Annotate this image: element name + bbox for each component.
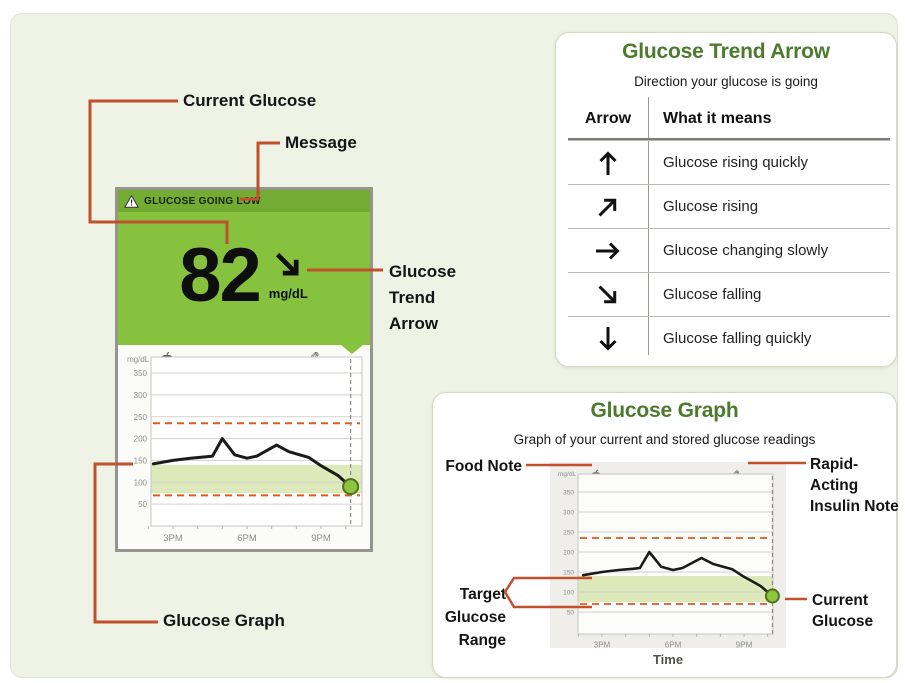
svg-text:3PM: 3PM	[163, 533, 183, 544]
trend-panel-subtitle: Direction your glucose is going	[634, 74, 818, 89]
trend-arrow-meaning: Glucose falling quickly	[663, 330, 812, 347]
rapid-acting-insulin-note-callout: Rapid-Acting Insulin Note	[810, 456, 899, 515]
trend-table-row: Glucose rising quickly	[568, 140, 890, 184]
trend-arrow-down-icon	[568, 322, 648, 356]
mini-glucose-graph: 50 100 150 200 250 300 350 3PM 6PM 9PM	[563, 473, 780, 649]
current-glucose-point-callout: Current Glucose	[812, 592, 874, 630]
trend-arrow-callout: Glucose Trend Arrow	[389, 262, 457, 333]
device-alert-bar: ! GLUCOSE GOING LOW	[118, 190, 370, 212]
trend-table-row: Glucose rising	[568, 184, 890, 228]
trend-arrow-meaning: Glucose falling	[663, 286, 762, 303]
trend-table-row: Glucose falling	[568, 272, 890, 316]
trend-arrow-table: Arrow What it means Glucose rising quick…	[568, 100, 890, 360]
glucose-trend-arrow-icon	[267, 244, 309, 286]
message-callout: Message	[285, 133, 357, 152]
graph-panel-subtitle: Graph of your current and stored glucose…	[513, 432, 816, 447]
svg-text:6PM: 6PM	[665, 641, 682, 649]
svg-text:100: 100	[134, 478, 148, 487]
svg-text:9PM: 9PM	[736, 641, 753, 649]
svg-text:6PM: 6PM	[237, 533, 257, 544]
target-glucose-range-callout: Target Glucose Range	[444, 586, 506, 649]
glucose-unit: mg/dL	[268, 286, 308, 301]
graph-panel-title: Glucose Graph	[590, 399, 739, 422]
svg-text:350: 350	[134, 369, 148, 378]
device-glucose-graph: 50 100 150 200 250 300 350 3PM 6PM 9PM	[134, 356, 363, 544]
svg-text:9PM: 9PM	[311, 533, 331, 544]
svg-text:250: 250	[134, 413, 148, 422]
arrow-column-header: Arrow	[584, 110, 632, 127]
device-graph-unit-label: mg/dL	[127, 355, 150, 364]
svg-text:50: 50	[567, 609, 575, 616]
meaning-column-header: What it means	[663, 110, 772, 127]
svg-text:200: 200	[563, 549, 574, 556]
trend-table-row: Glucose falling quickly	[568, 316, 890, 360]
table-column-divider	[648, 97, 649, 355]
alert-message: GLUCOSE GOING LOW	[144, 195, 261, 207]
trend-arrow-up-icon	[568, 146, 648, 180]
svg-text:100: 100	[563, 589, 574, 596]
trend-arrow-meaning: Glucose changing slowly	[663, 242, 829, 259]
trend-table-row: Glucose changing slowly	[568, 228, 890, 272]
table-header-row: Arrow What it means	[568, 100, 890, 140]
svg-text:200: 200	[134, 435, 148, 444]
current-time-pointer	[341, 345, 363, 354]
trend-arrow-up-right-icon	[568, 190, 648, 224]
warning-triangle-icon: !	[124, 194, 139, 208]
svg-text:3PM: 3PM	[594, 641, 611, 649]
trend-arrow-down-right-icon	[568, 278, 648, 312]
svg-text:300: 300	[563, 509, 574, 516]
trend-arrow-meaning: Glucose rising	[663, 198, 759, 215]
svg-text:350: 350	[563, 489, 574, 496]
svg-text:300: 300	[134, 391, 148, 400]
trend-table-rows: Glucose rising quickly Glucose rising Gluc…	[568, 140, 890, 360]
trend-panel-title: Glucose Trend Arrow	[622, 40, 830, 63]
mini-graph-unit-label: mg/dL	[558, 471, 577, 478]
food-note-callout: Food Note	[445, 458, 522, 475]
trend-arrow-right-icon	[568, 234, 648, 268]
glucose-graph-callout: Glucose Graph	[163, 611, 285, 630]
svg-text:250: 250	[563, 529, 574, 536]
trend-arrow-meaning: Glucose rising quickly	[663, 154, 809, 171]
svg-text:150: 150	[563, 569, 574, 576]
glucose-value: 82	[179, 233, 262, 318]
time-axis-label: Time	[652, 652, 684, 667]
svg-text:!: !	[130, 197, 133, 207]
current-glucose-callout: Current Glucose	[183, 91, 317, 110]
svg-text:50: 50	[138, 500, 147, 509]
current-glucose-reading: 82 mg/dL	[118, 212, 370, 345]
svg-text:150: 150	[134, 456, 148, 465]
